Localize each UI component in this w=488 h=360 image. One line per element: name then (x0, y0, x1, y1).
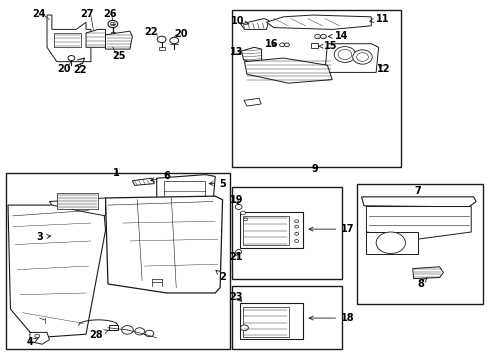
Text: 8: 8 (417, 278, 427, 289)
Circle shape (122, 325, 133, 334)
Circle shape (145, 330, 154, 337)
Text: 16: 16 (264, 40, 278, 49)
Text: 17: 17 (308, 224, 354, 234)
Circle shape (235, 204, 242, 210)
Circle shape (243, 218, 247, 221)
Bar (54, 33, 81, 47)
Circle shape (375, 232, 405, 253)
Circle shape (240, 325, 248, 330)
Circle shape (135, 328, 144, 335)
Bar (311, 43, 318, 48)
Bar (111, 32, 115, 35)
Bar (109, 325, 118, 330)
Polygon shape (240, 19, 268, 30)
Text: 7: 7 (413, 186, 420, 196)
Polygon shape (325, 44, 378, 72)
Text: 2: 2 (216, 270, 226, 282)
Polygon shape (266, 15, 370, 30)
Polygon shape (412, 267, 443, 279)
Circle shape (314, 35, 320, 39)
Polygon shape (8, 198, 105, 338)
Text: 22: 22 (73, 64, 87, 75)
Polygon shape (105, 196, 222, 293)
Text: 13: 13 (229, 47, 243, 57)
Text: 28: 28 (89, 330, 108, 340)
Text: 18: 18 (308, 313, 354, 323)
Circle shape (108, 21, 118, 28)
Polygon shape (86, 30, 105, 47)
Text: 20: 20 (174, 29, 187, 39)
Circle shape (240, 211, 245, 215)
Text: 10: 10 (231, 17, 248, 27)
Circle shape (294, 220, 298, 223)
Text: 1: 1 (113, 168, 120, 178)
Polygon shape (30, 332, 49, 344)
Bar (5, 173, 229, 348)
Polygon shape (47, 15, 91, 62)
Circle shape (157, 36, 165, 42)
Bar (57, 193, 98, 209)
Circle shape (110, 22, 115, 26)
Text: 19: 19 (229, 195, 243, 206)
Text: 27: 27 (80, 9, 93, 19)
Circle shape (35, 334, 40, 338)
Bar (239, 303, 303, 339)
Polygon shape (158, 47, 164, 50)
Text: 14: 14 (327, 31, 348, 41)
Text: 23: 23 (229, 292, 243, 302)
Polygon shape (105, 31, 132, 49)
Bar (242, 216, 288, 245)
Text: 21: 21 (229, 252, 243, 262)
Bar (163, 181, 205, 202)
Text: 5: 5 (209, 179, 225, 189)
Circle shape (294, 239, 298, 242)
Polygon shape (241, 47, 261, 63)
Text: 25: 25 (112, 51, 125, 61)
Bar (242, 307, 288, 337)
Circle shape (169, 37, 178, 44)
Polygon shape (244, 58, 331, 83)
Circle shape (294, 232, 298, 235)
Bar (232, 10, 400, 167)
Circle shape (294, 225, 298, 228)
Circle shape (235, 249, 241, 254)
Text: 26: 26 (103, 9, 117, 19)
Bar (356, 184, 483, 304)
Text: 22: 22 (144, 27, 157, 37)
Polygon shape (244, 98, 261, 106)
Bar (232, 286, 341, 348)
Polygon shape (361, 197, 475, 207)
Bar (239, 212, 303, 248)
Circle shape (284, 43, 289, 46)
Bar (232, 187, 341, 279)
Circle shape (356, 53, 367, 61)
Polygon shape (132, 178, 154, 185)
Text: 12: 12 (376, 64, 389, 74)
Text: 9: 9 (311, 164, 318, 174)
Text: 20: 20 (57, 64, 71, 74)
Circle shape (337, 49, 351, 59)
Text: 24: 24 (32, 9, 45, 19)
Polygon shape (157, 175, 215, 205)
Circle shape (279, 43, 284, 46)
Polygon shape (366, 207, 470, 239)
Text: 15: 15 (318, 41, 337, 51)
Polygon shape (49, 198, 105, 216)
Polygon shape (366, 232, 417, 253)
Text: 6: 6 (150, 171, 169, 181)
Circle shape (320, 35, 326, 39)
Circle shape (333, 46, 355, 62)
Circle shape (68, 55, 75, 60)
Text: 3: 3 (36, 232, 51, 242)
Text: 4: 4 (26, 337, 39, 347)
Circle shape (352, 50, 371, 64)
Text: 11: 11 (369, 14, 388, 24)
